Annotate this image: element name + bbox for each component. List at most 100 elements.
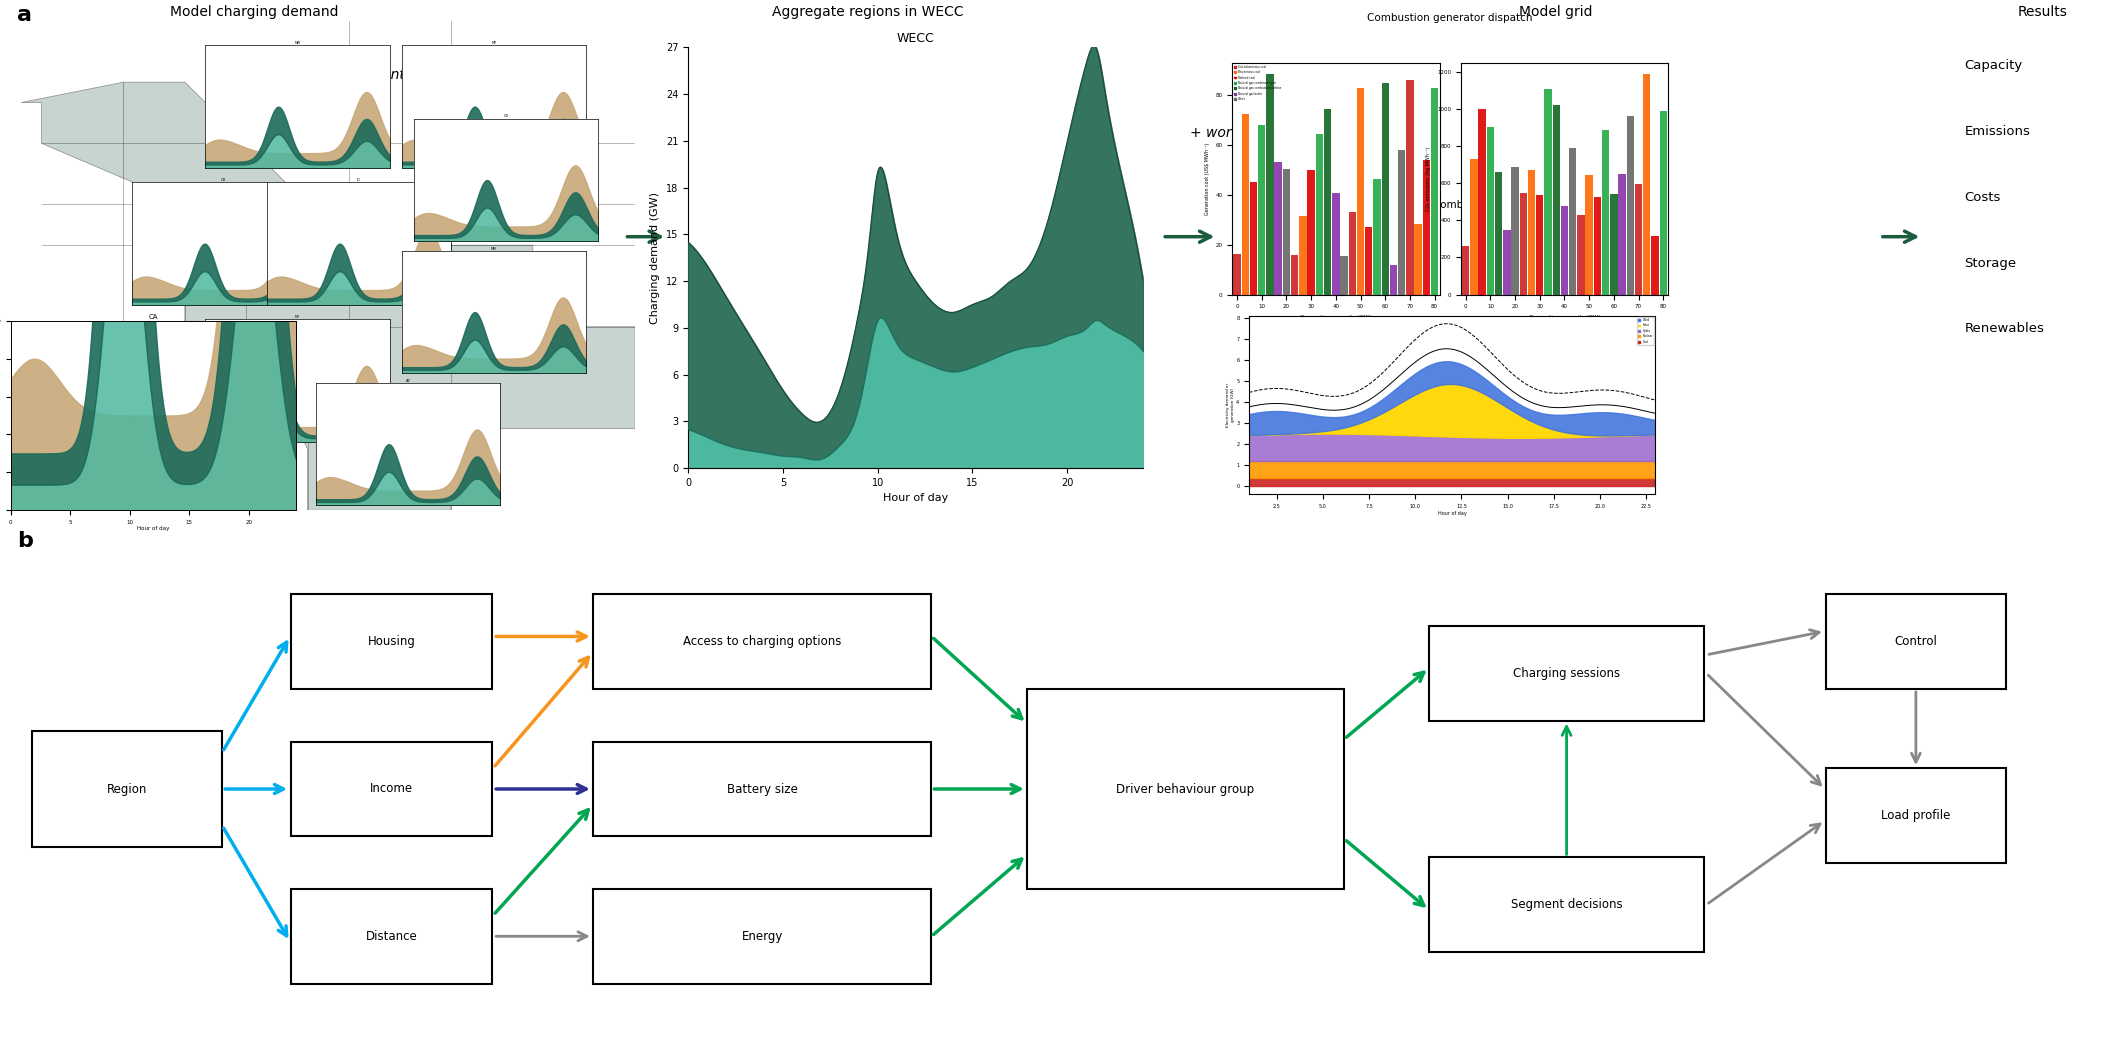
Bar xyxy=(1308,169,1315,295)
Bar xyxy=(1323,109,1332,295)
X-axis label: Hour of day: Hour of day xyxy=(883,493,948,504)
Bar xyxy=(1406,80,1414,295)
Bar xyxy=(1374,179,1380,295)
FancyBboxPatch shape xyxy=(292,889,493,984)
FancyBboxPatch shape xyxy=(1827,594,2007,689)
Bar xyxy=(1234,255,1241,295)
FancyBboxPatch shape xyxy=(292,742,493,836)
Title: ID: ID xyxy=(358,178,360,182)
Text: Aggregate regions in WECC: Aggregate regions in WECC xyxy=(773,5,963,19)
Text: Access to charging options: Access to charging options xyxy=(684,635,840,648)
Bar xyxy=(1486,127,1495,295)
Bar xyxy=(1626,116,1634,295)
Bar xyxy=(1537,195,1543,295)
Bar xyxy=(1660,110,1666,295)
Bar xyxy=(1249,182,1257,295)
Bar xyxy=(1503,230,1512,295)
Text: Emissions: Emissions xyxy=(1965,125,2030,138)
Text: Model charging demand: Model charging demand xyxy=(169,5,339,19)
Bar xyxy=(1389,265,1397,295)
Y-axis label: CO₂ emissions (kg MWh⁻¹): CO₂ emissions (kg MWh⁻¹) xyxy=(1427,146,1431,211)
X-axis label: Hour of day: Hour of day xyxy=(138,526,169,531)
Bar xyxy=(1569,148,1577,295)
Y-axis label: Charging demand (GW): Charging demand (GW) xyxy=(650,191,661,324)
FancyBboxPatch shape xyxy=(1429,857,1704,952)
FancyBboxPatch shape xyxy=(1429,626,1704,721)
Bar xyxy=(1512,166,1518,295)
Bar xyxy=(1357,87,1363,295)
Bar xyxy=(1340,257,1349,295)
Bar xyxy=(1365,227,1372,295)
Text: Load profile: Load profile xyxy=(1882,809,1950,822)
Bar xyxy=(1577,215,1586,295)
Bar xyxy=(1463,246,1469,295)
Bar xyxy=(1528,169,1535,295)
Text: Results: Results xyxy=(2018,5,2068,19)
X-axis label: Generation capacity (GW): Generation capacity (GW) xyxy=(1300,315,1372,320)
Text: Battery size: Battery size xyxy=(726,783,798,795)
Title: MT: MT xyxy=(491,41,497,45)
Bar xyxy=(1603,129,1609,295)
Text: Distance: Distance xyxy=(366,930,417,943)
Polygon shape xyxy=(21,82,635,510)
X-axis label: Generation capacity (GW): Generation capacity (GW) xyxy=(1528,315,1600,320)
Legend: Sub-bituminous coal, Bituminous coal, Refined coal, Natural gas combined cycle, : Sub-bituminous coal, Bituminous coal, Re… xyxy=(1234,64,1283,101)
Text: + workplace control: + workplace control xyxy=(1190,126,1329,140)
Bar xyxy=(1478,109,1486,295)
Text: b: b xyxy=(17,531,32,551)
Bar xyxy=(1651,236,1660,295)
FancyBboxPatch shape xyxy=(593,594,931,689)
Bar xyxy=(1397,149,1406,295)
Bar xyxy=(1315,134,1323,295)
Bar xyxy=(1423,160,1431,295)
FancyBboxPatch shape xyxy=(593,742,931,836)
Bar xyxy=(1349,213,1357,295)
FancyBboxPatch shape xyxy=(292,594,493,689)
Text: Model grid: Model grid xyxy=(1520,5,1592,19)
Bar xyxy=(1495,171,1503,295)
Text: Combustion generator dispatch: Combustion generator dispatch xyxy=(1368,14,1533,23)
Bar xyxy=(1431,88,1437,295)
FancyBboxPatch shape xyxy=(32,731,222,847)
Bar xyxy=(1611,194,1617,295)
Title: AZ: AZ xyxy=(406,379,411,383)
Text: Capacity: Capacity xyxy=(1965,59,2024,73)
Text: Storage: Storage xyxy=(1965,257,2018,269)
Y-axis label: Generation cost (US$ MWh⁻¹): Generation cost (US$ MWh⁻¹) xyxy=(1205,143,1209,215)
Bar xyxy=(1266,74,1274,295)
Bar xyxy=(1291,256,1298,295)
Bar xyxy=(1332,194,1340,295)
Text: a: a xyxy=(17,5,32,25)
Bar xyxy=(1414,224,1423,295)
Bar xyxy=(1241,114,1249,295)
Bar xyxy=(1257,125,1266,295)
Text: + timer control: + timer control xyxy=(318,68,423,82)
Bar xyxy=(1274,162,1283,295)
Bar xyxy=(1643,74,1651,295)
Text: Driver behaviour group: Driver behaviour group xyxy=(1116,783,1255,795)
Text: Housing: Housing xyxy=(368,635,415,648)
Text: Segment decisions: Segment decisions xyxy=(1512,898,1622,911)
Text: Control: Control xyxy=(1895,635,1937,648)
Legend: Wind, Solar, Hydro, Nuclear, Coal: Wind, Solar, Hydro, Nuclear, Coal xyxy=(1636,317,1653,345)
Text: Energy: Energy xyxy=(741,930,783,943)
Bar xyxy=(1283,169,1289,295)
Text: Renewables: Renewables xyxy=(1965,322,2045,336)
Bar xyxy=(1634,184,1643,295)
FancyBboxPatch shape xyxy=(593,889,931,984)
Bar xyxy=(1617,174,1626,295)
Bar xyxy=(1469,160,1478,295)
Text: Income: Income xyxy=(370,783,413,795)
Title: WECC: WECC xyxy=(898,32,934,45)
X-axis label: Hour of day: Hour of day xyxy=(1437,510,1467,515)
Bar xyxy=(1520,194,1526,295)
Bar xyxy=(1552,105,1560,295)
Title: CO: CO xyxy=(504,115,508,119)
Bar xyxy=(1300,216,1306,295)
Bar xyxy=(1594,198,1600,295)
Title: NM: NM xyxy=(491,246,497,250)
Text: Charging sessions: Charging sessions xyxy=(1514,667,1620,680)
Title: NW: NW xyxy=(294,41,301,45)
Title: NV: NV xyxy=(294,315,301,319)
Bar xyxy=(1586,175,1592,295)
